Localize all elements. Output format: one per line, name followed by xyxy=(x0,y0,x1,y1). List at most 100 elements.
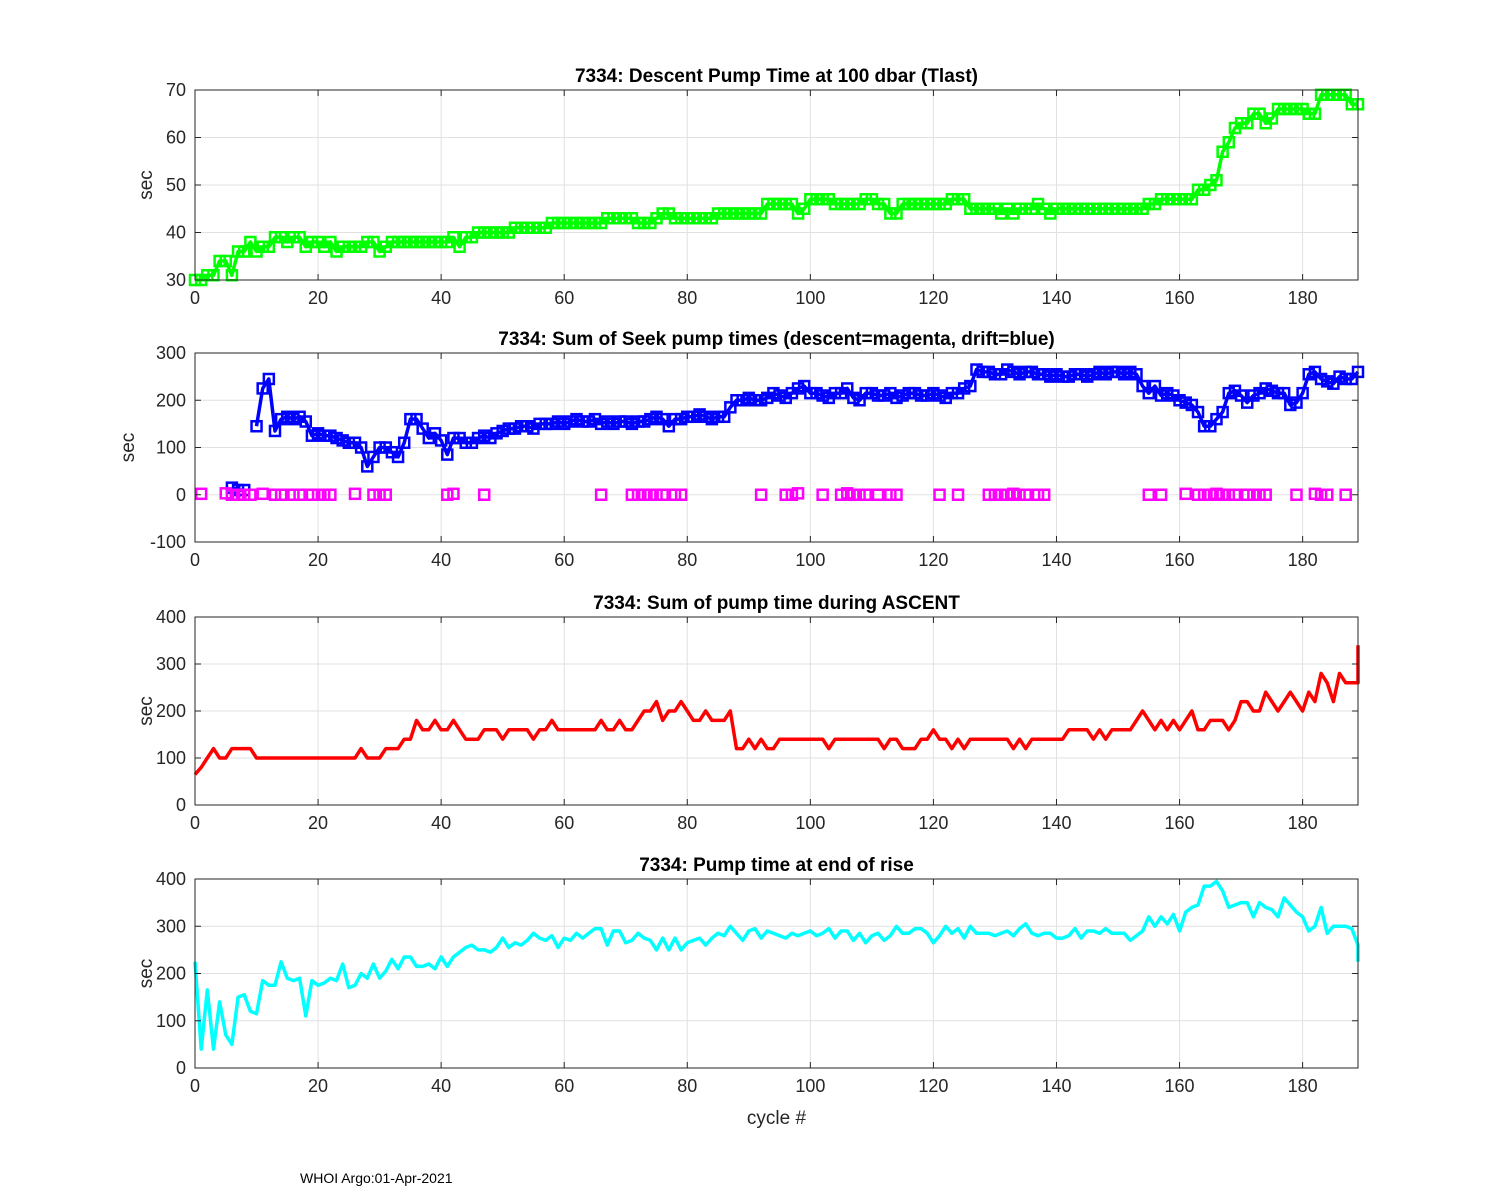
data-point xyxy=(274,488,288,501)
x-tick-label: 60 xyxy=(554,813,574,833)
y-tick-label: 40 xyxy=(166,223,186,243)
x-tick-label: 180 xyxy=(1288,288,1318,308)
data-point xyxy=(656,488,669,501)
y-tick-label: 30 xyxy=(166,270,186,290)
data-point xyxy=(1216,405,1229,419)
x-tick-label: 120 xyxy=(918,550,948,570)
data-point xyxy=(293,488,306,501)
x-tick-label: 40 xyxy=(431,550,451,570)
chart-title: 7334: Descent Pump Time at 100 dbar (Tla… xyxy=(575,66,978,87)
data-point xyxy=(964,379,977,393)
series-endrise xyxy=(193,879,1360,1051)
series-line-ascent xyxy=(193,645,1360,776)
y-axis-label: sec xyxy=(118,433,139,463)
series-descent xyxy=(194,487,1352,501)
x-tick-label: 140 xyxy=(1041,813,1071,833)
data-point xyxy=(1179,487,1192,501)
x-tick-label: 80 xyxy=(677,288,697,308)
data-point xyxy=(477,488,491,501)
x-tick-label: 140 xyxy=(1041,1076,1071,1096)
y-tick-label: 70 xyxy=(166,80,186,100)
chart-panel-2: 0 20 40 60 80 100 120 140 160 180-100010020030073… xyxy=(118,329,1365,570)
data-point xyxy=(244,488,257,501)
x-tick-label: 60 xyxy=(554,1076,574,1096)
data-point xyxy=(754,488,768,501)
y-tick-label: -100 xyxy=(150,532,186,552)
data-point xyxy=(299,415,313,428)
x-tick-label: 120 xyxy=(918,1076,948,1096)
x-tick-label: 160 xyxy=(1165,288,1195,308)
data-point xyxy=(816,488,829,501)
y-tick-label: 0 xyxy=(176,795,186,815)
chart-title: 7334: Pump time at end of rise xyxy=(639,855,914,876)
data-point xyxy=(1019,488,1032,501)
series-drift xyxy=(250,363,1365,473)
chart-panel-4: 0 20 40 60 80 100 120 140 160 180 0 100 200 300 400 733… xyxy=(136,855,1360,1129)
y-axis-label: sec xyxy=(136,170,157,200)
data-point xyxy=(1142,488,1156,501)
data-point xyxy=(447,487,460,501)
x-tick-label: 40 xyxy=(431,1076,451,1096)
footer-stamp: WHOI Argo:01-Apr-2021 xyxy=(300,1170,453,1186)
y-tick-label: 100 xyxy=(156,438,186,458)
x-tick-label: 100 xyxy=(795,1076,825,1096)
data-point xyxy=(859,488,872,501)
y-tick-label: 400 xyxy=(156,607,186,627)
x-tick-label: 40 xyxy=(431,813,451,833)
x-tick-label: 160 xyxy=(1165,813,1195,833)
x-tick-label: 100 xyxy=(795,813,825,833)
x-tick-label: 20 xyxy=(308,1076,328,1096)
data-point xyxy=(1339,488,1352,501)
data-point xyxy=(256,487,269,501)
x-tick-label: 180 xyxy=(1288,813,1318,833)
chart-title: 7334: Sum of pump time during ASCENT xyxy=(593,593,960,614)
data-point xyxy=(1210,174,1223,187)
series-line-Tlast xyxy=(195,93,1358,282)
x-tick-label: 180 xyxy=(1288,550,1318,570)
data-point xyxy=(441,448,454,461)
x-tick-label: 20 xyxy=(308,813,328,833)
x-tick-label: 0 xyxy=(190,1076,200,1096)
y-tick-label: 0 xyxy=(176,1058,186,1078)
data-point xyxy=(674,488,688,501)
series-ascent xyxy=(193,645,1360,776)
data-point xyxy=(951,488,965,501)
data-point xyxy=(348,487,362,501)
data-point xyxy=(1296,386,1309,400)
x-tick-label: 80 xyxy=(677,813,697,833)
data-point xyxy=(434,434,448,447)
y-tick-label: 200 xyxy=(156,964,186,984)
y-tick-label: 100 xyxy=(156,748,186,768)
data-point xyxy=(594,488,608,501)
data-point xyxy=(379,488,393,501)
chart-panel-1: 0 20 40 60 80 100 120 140 160 180 30 40 50 60 70 7334: … xyxy=(136,66,1365,308)
x-tick-label: 0 xyxy=(190,550,200,570)
x-tick-label: 20 xyxy=(308,288,328,308)
data-point xyxy=(1130,368,1143,381)
x-tick-label: 60 xyxy=(554,550,574,570)
y-tick-label: 300 xyxy=(156,916,186,936)
data-point xyxy=(1228,488,1242,501)
data-point xyxy=(324,488,337,501)
x-axis-label: cycle # xyxy=(747,1108,807,1129)
x-tick-label: 140 xyxy=(1041,550,1071,570)
x-tick-label: 120 xyxy=(918,813,948,833)
x-tick-label: 80 xyxy=(677,550,697,570)
x-tick-label: 100 xyxy=(795,288,825,308)
data-point xyxy=(250,419,263,433)
series-line-endrise xyxy=(193,879,1360,1051)
y-tick-label: 400 xyxy=(156,869,186,889)
y-axis-label: sec xyxy=(136,696,157,726)
data-point xyxy=(219,254,233,268)
data-point xyxy=(194,487,208,501)
data-point xyxy=(1320,488,1334,501)
chart-panel-3: 0 20 40 60 80 100 120 140 160 180 0 100 200 300 400 733… xyxy=(136,593,1360,833)
y-tick-label: 200 xyxy=(156,701,186,721)
data-point xyxy=(1154,488,1168,501)
x-tick-label: 140 xyxy=(1041,288,1071,308)
y-tick-label: 0 xyxy=(176,485,186,505)
y-tick-label: 300 xyxy=(156,654,186,674)
data-point xyxy=(1277,386,1291,400)
x-tick-label: 20 xyxy=(308,550,328,570)
y-tick-label: 60 xyxy=(166,128,186,148)
